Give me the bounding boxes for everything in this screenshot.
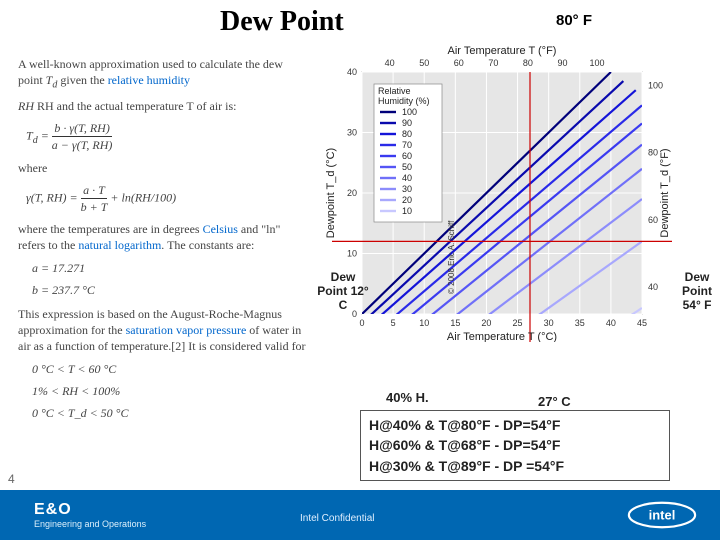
- svg-text:80: 80: [648, 148, 658, 158]
- intel-logo-icon: intel: [626, 500, 698, 530]
- svg-text:15: 15: [450, 318, 460, 328]
- p2: RH RH and the actual temperature T of ai…: [18, 98, 308, 114]
- svg-text:0: 0: [359, 318, 364, 328]
- svg-text:100: 100: [402, 107, 417, 117]
- dp-54f-label: Dew Point 54° F: [672, 270, 720, 312]
- svg-text:60: 60: [454, 58, 464, 68]
- dewpoint-chart: 0510152025303540450102030404050607080901…: [320, 42, 672, 342]
- svg-text:40: 40: [606, 318, 616, 328]
- svg-text:40: 40: [648, 282, 658, 292]
- const-b: b = 237.7 °C: [32, 282, 308, 298]
- svg-text:90: 90: [402, 118, 412, 128]
- svg-text:50: 50: [419, 58, 429, 68]
- svg-text:60: 60: [648, 215, 658, 225]
- where: where: [18, 160, 308, 176]
- svg-text:Relative: Relative: [378, 86, 411, 96]
- calc-line3: H@30% & T@89°F - DP =54°F: [369, 456, 661, 476]
- svg-text:Air Temperature T (°F): Air Temperature T (°F): [448, 45, 557, 57]
- svg-text:80: 80: [523, 58, 533, 68]
- svg-text:30: 30: [544, 318, 554, 328]
- svg-text:40: 40: [385, 58, 395, 68]
- temp-27c-label: 27° C: [538, 394, 571, 409]
- calc-line2: H@60% & T@68°F - DP=54°F: [369, 435, 661, 455]
- p1: A well-known approximation used to calcu…: [18, 56, 308, 92]
- p4: This expression is based on the August-R…: [18, 306, 308, 355]
- svg-text:5: 5: [391, 318, 396, 328]
- svg-text:Humidity (%): Humidity (%): [378, 96, 430, 106]
- svg-text:10: 10: [419, 318, 429, 328]
- svg-text:35: 35: [575, 318, 585, 328]
- svg-text:70: 70: [488, 58, 498, 68]
- svg-text:80: 80: [402, 129, 412, 139]
- formula-td: Td = b · γ(T, RH)a − γ(T, RH): [26, 120, 308, 153]
- svg-text:45: 45: [637, 318, 647, 328]
- svg-text:20: 20: [347, 188, 357, 198]
- svg-text:25: 25: [513, 318, 523, 328]
- eo-big: E&O: [34, 501, 146, 519]
- range1: 0 °C < T < 60 °C: [32, 361, 308, 377]
- svg-text:30: 30: [402, 184, 412, 194]
- eo-small: Engineering and Operations: [34, 519, 146, 529]
- link-sat-vapor[interactable]: saturation vapor pressure: [126, 323, 247, 337]
- svg-text:40: 40: [347, 67, 357, 77]
- svg-text:100: 100: [648, 80, 663, 90]
- svg-text:90: 90: [557, 58, 567, 68]
- humidity-40-label: 40% H.: [386, 390, 429, 405]
- calc-line1: H@40% & T@80°F - DP=54°F: [369, 415, 661, 435]
- svg-text:20: 20: [402, 195, 412, 205]
- p3: where the temperatures are in degrees Ce…: [18, 221, 308, 253]
- range2: 1% < RH < 100%: [32, 383, 308, 399]
- footer-bar: E&O Engineering and Operations Intel Con…: [0, 490, 720, 540]
- svg-text:30: 30: [347, 128, 357, 138]
- svg-text:Dewpoint T_d (°C): Dewpoint T_d (°C): [325, 148, 337, 238]
- confidential-text: Intel Confidential: [300, 513, 375, 524]
- temp-80f-label: 80° F: [556, 12, 592, 29]
- svg-text:40: 40: [402, 173, 412, 183]
- svg-text:20: 20: [481, 318, 491, 328]
- svg-text:© 2008 Eric A. Schiff: © 2008 Eric A. Schiff: [447, 220, 456, 294]
- calc-box: H@40% & T@80°F - DP=54°F H@60% & T@68°F …: [360, 410, 670, 481]
- svg-text:50: 50: [402, 162, 412, 172]
- range3: 0 °C < T_d < 50 °C: [32, 405, 308, 421]
- svg-text:10: 10: [402, 206, 412, 216]
- dp-12c-label: Dew Point 12° C: [316, 270, 370, 312]
- eo-block: E&O Engineering and Operations: [34, 501, 146, 529]
- svg-text:10: 10: [347, 249, 357, 259]
- slide-title: Dew Point: [220, 6, 344, 38]
- svg-text:intel: intel: [649, 507, 676, 522]
- svg-text:70: 70: [402, 140, 412, 150]
- formula-gamma: γ(T, RH) = a · Tb + T + ln(RH/100): [26, 182, 308, 215]
- link-relative-humidity[interactable]: relative humidity: [108, 73, 190, 87]
- const-a: a = 17.271: [32, 260, 308, 276]
- svg-text:Dewpoint T_d (°F): Dewpoint T_d (°F): [659, 148, 671, 237]
- link-celsius[interactable]: Celsius: [203, 222, 238, 236]
- svg-text:Air Temperature T (°C): Air Temperature T (°C): [447, 331, 557, 342]
- slide-number: 4: [8, 472, 15, 486]
- svg-text:60: 60: [402, 151, 412, 161]
- svg-text:100: 100: [590, 58, 605, 68]
- explanation-text: A well-known approximation used to calcu…: [18, 56, 308, 427]
- link-natural-log[interactable]: natural logarithm: [78, 238, 161, 252]
